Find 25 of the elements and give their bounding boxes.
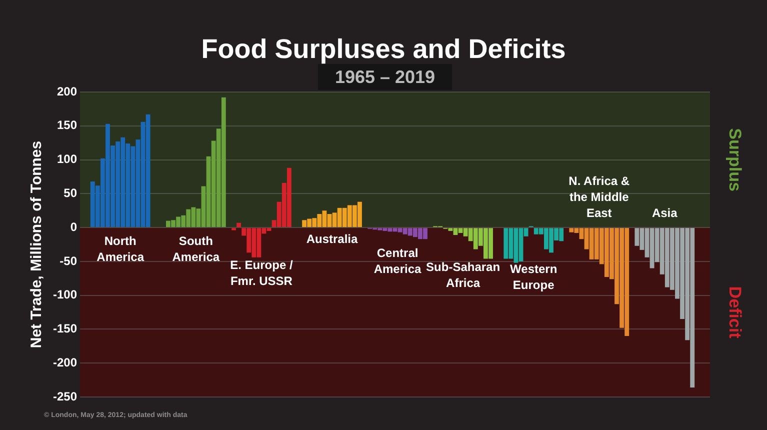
y-tick-label: 50: [64, 186, 78, 200]
series-label: Central America: [374, 246, 422, 276]
band-label: Surplus: [725, 128, 744, 192]
series-label: Australia: [306, 232, 358, 246]
y-axis-title: Net Trade, Millions of Tonnes: [28, 140, 46, 348]
y-tick-label: -150: [52, 322, 78, 336]
chart-title: Food Surpluses and Deficits: [200, 34, 567, 65]
series-label: North America: [96, 234, 144, 264]
y-tick-label: 150: [56, 118, 78, 132]
chart-subtitle: 1965 – 2019: [318, 64, 452, 90]
band-label: Deficit: [725, 286, 744, 339]
series-label: Western Europe: [510, 262, 558, 292]
y-tick-label: -250: [52, 389, 78, 404]
series-label: N. Africa & the Middle East: [568, 174, 630, 220]
y-tick-label: 200: [56, 84, 78, 98]
series-label: E. Europe / Fmr. USSR: [230, 258, 294, 288]
y-tick-label: -100: [52, 288, 78, 302]
y-tick-label: 100: [56, 152, 78, 166]
y-tick-label: 0: [70, 220, 78, 234]
series-label: Asia: [652, 206, 678, 220]
series-label: South America: [172, 234, 220, 264]
y-tick-label: -200: [52, 355, 78, 370]
series-label: Sub-Saharan Africa: [426, 260, 500, 290]
bar: [236, 222, 241, 228]
y-tick-label: -50: [60, 254, 78, 268]
